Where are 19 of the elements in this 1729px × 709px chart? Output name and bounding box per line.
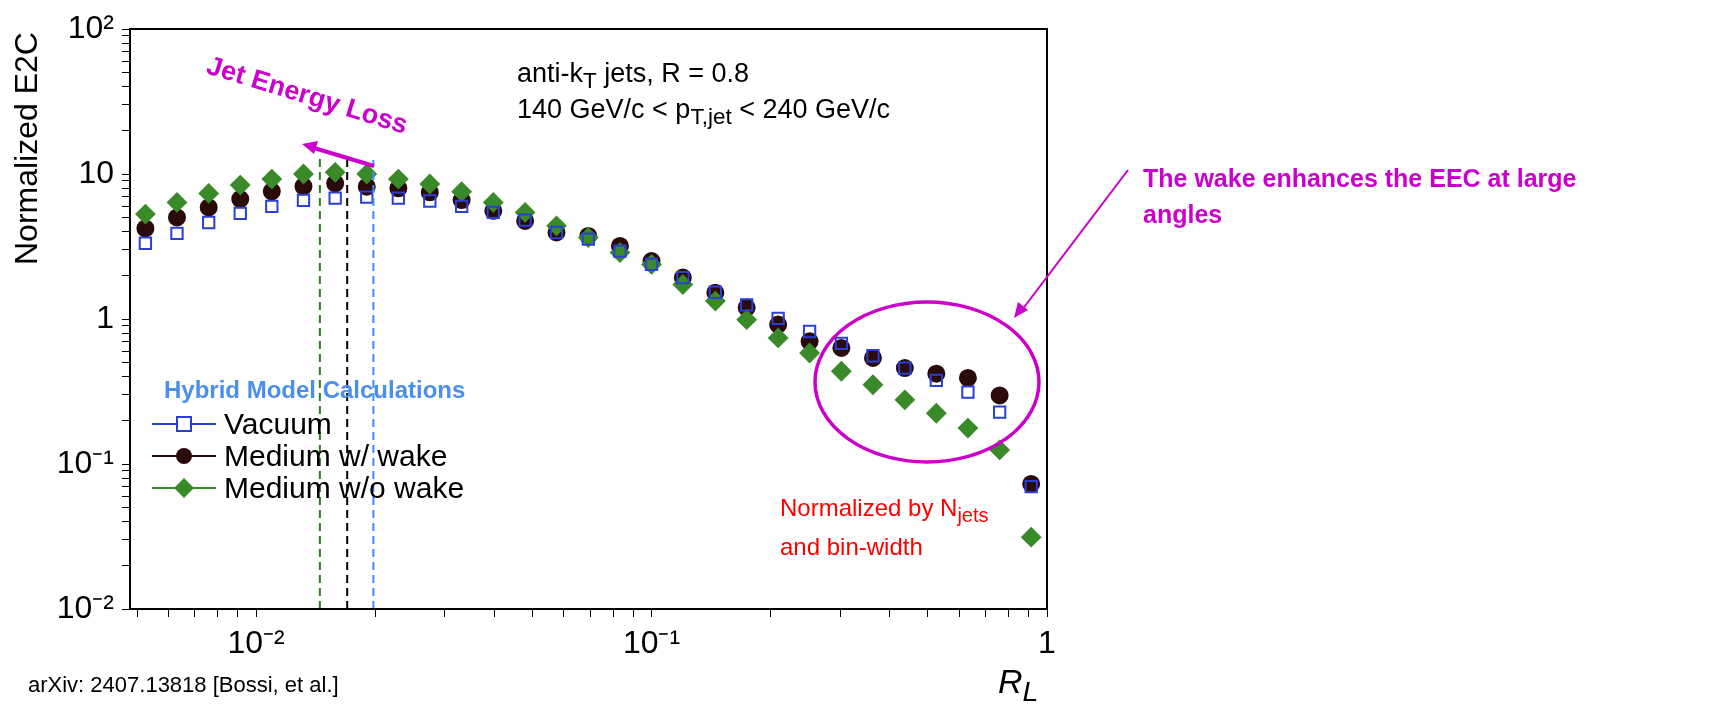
legend-label: Medium w/ wake bbox=[224, 439, 448, 473]
x-tick-label: 10⁻² bbox=[227, 624, 286, 661]
legend-label: Medium w/o wake bbox=[224, 471, 465, 505]
annotation: anti-k$_{T}$ jets, R = 0.8 bbox=[517, 58, 750, 95]
x-axis-title: R$_{L}$ bbox=[998, 662, 1039, 708]
y-axis-title: Normalized E2C bbox=[8, 32, 45, 265]
legend-label: Vacuum bbox=[224, 407, 332, 441]
x-tick-label: 10⁻¹ bbox=[622, 624, 681, 661]
text: Normalized by N$_{jets}$ and bin-width bbox=[780, 494, 989, 560]
y-tick-label: 1 bbox=[96, 298, 114, 335]
x-tick-label: 1 bbox=[1038, 624, 1056, 661]
legend-title: Hybrid Model Calculations bbox=[164, 376, 466, 404]
y-tick-label: 10⁻¹ bbox=[56, 443, 114, 480]
text: The wake enhances the EEC at large angles bbox=[1143, 163, 1578, 230]
annotation: 140 GeV/c < p$_{T,jet}$ < 240 GeV/c bbox=[517, 94, 890, 131]
y-tick-label: 10⁻² bbox=[56, 588, 115, 625]
y-tick-label: 10² bbox=[67, 8, 115, 45]
y-tick-label: 10 bbox=[78, 153, 114, 190]
text: arXiv: 2407.13818 [Bossi, et al.] bbox=[28, 672, 339, 698]
